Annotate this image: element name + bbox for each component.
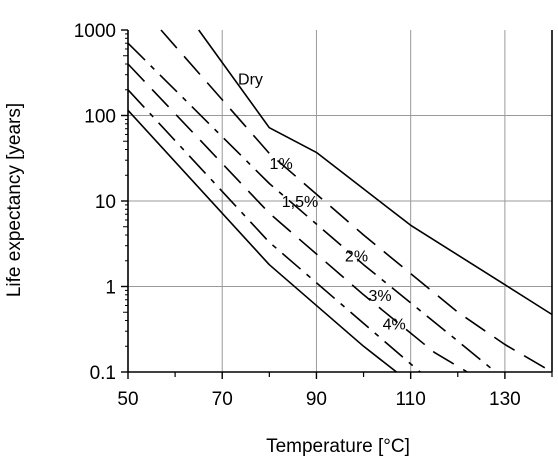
series-line bbox=[127, 109, 397, 373]
series-label: 1% bbox=[270, 156, 293, 173]
y-tick-label: 1000 bbox=[74, 21, 116, 42]
x-tick-label: 110 bbox=[396, 389, 426, 410]
series-line bbox=[160, 29, 553, 373]
x-axis-title: Temperature [°C] bbox=[266, 436, 410, 457]
series-label: Dry bbox=[238, 72, 263, 89]
series-line bbox=[127, 63, 468, 373]
y-tick-label: 10 bbox=[95, 192, 116, 213]
series-line bbox=[198, 29, 553, 316]
y-tick-label: 100 bbox=[84, 107, 116, 128]
x-tick-label: 70 bbox=[212, 389, 233, 410]
grid bbox=[128, 30, 552, 372]
series-label: 4% bbox=[383, 316, 406, 333]
x-tick-label: 50 bbox=[117, 389, 138, 410]
series-line bbox=[127, 89, 421, 373]
series-label: 3% bbox=[368, 288, 391, 305]
series-line bbox=[127, 42, 497, 373]
x-tick-label: 130 bbox=[489, 389, 521, 410]
curves bbox=[127, 29, 553, 373]
x-tick-label: 90 bbox=[306, 389, 327, 410]
ticks bbox=[121, 29, 553, 379]
y-tick-label: 1 bbox=[105, 278, 116, 299]
y-axis-title: Life expectancy [years] bbox=[4, 103, 25, 297]
series-label: 2% bbox=[345, 249, 368, 266]
series-label: 1,5% bbox=[282, 194, 318, 211]
y-tick-label: 0.1 bbox=[90, 363, 116, 384]
